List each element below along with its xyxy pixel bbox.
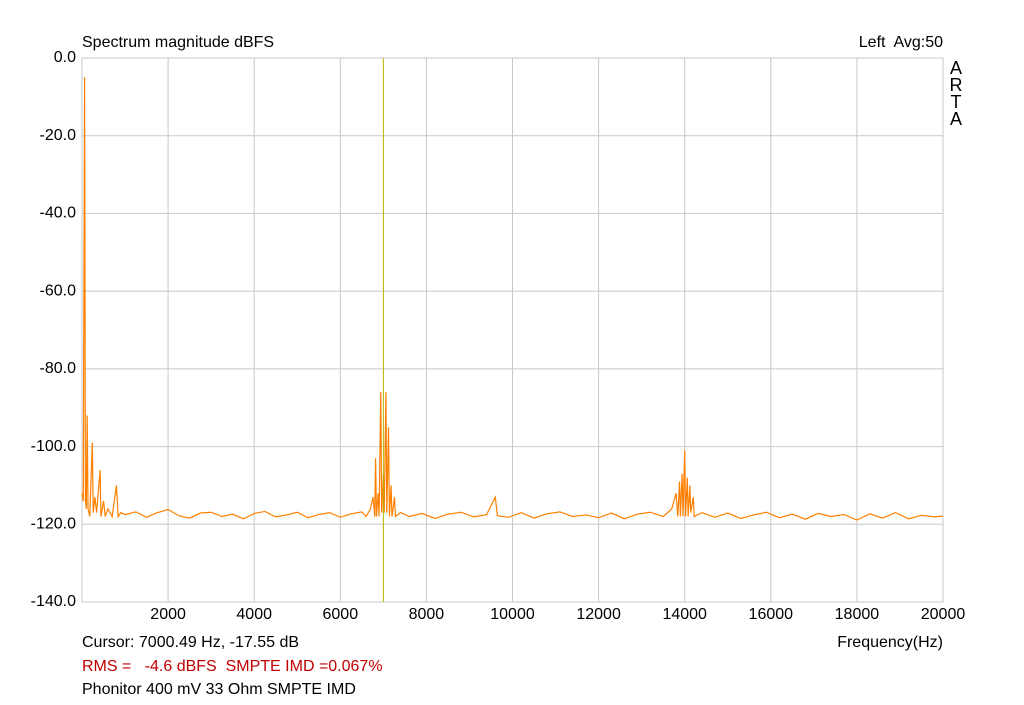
x-tick-label: 6000 xyxy=(323,606,359,623)
x-tick-label: 8000 xyxy=(409,606,445,623)
y-tick-label: 0.0 xyxy=(54,49,76,66)
x-tick-label: 10000 xyxy=(490,606,535,623)
y-tick-label: -60.0 xyxy=(40,282,77,299)
x-tick-label: 2000 xyxy=(150,606,186,623)
x-tick-label: 4000 xyxy=(236,606,272,623)
y-tick-label: -40.0 xyxy=(40,205,77,222)
y-tick-label: -120.0 xyxy=(31,516,76,533)
y-tick-label: -80.0 xyxy=(40,360,77,377)
y-tick-label: -20.0 xyxy=(40,127,77,144)
x-tick-label: 18000 xyxy=(835,606,880,623)
cursor-readout: Cursor: 7000.49 Hz, -17.55 dB xyxy=(82,634,299,651)
y-tick-label: -100.0 xyxy=(31,438,76,455)
chart-title: Spectrum magnitude dBFS xyxy=(82,34,274,51)
x-tick-label: 12000 xyxy=(576,606,621,623)
brand: ARTA xyxy=(946,58,966,126)
y-tick-label: -140.0 xyxy=(31,593,76,610)
measurement-info: RMS = -4.6 dBFS SMPTE IMD =0.067% xyxy=(82,658,383,675)
x-tick-label: 16000 xyxy=(749,606,794,623)
x-tick-label: 20000 xyxy=(921,606,966,623)
caption: Phonitor 400 mV 33 Ohm SMPTE IMD xyxy=(82,681,356,698)
x-axis-label: Frequency(Hz) xyxy=(837,634,943,651)
channel-label: Left Avg:50 xyxy=(859,34,943,51)
x-tick-label: 14000 xyxy=(662,606,707,623)
spectrum-line xyxy=(81,77,944,521)
